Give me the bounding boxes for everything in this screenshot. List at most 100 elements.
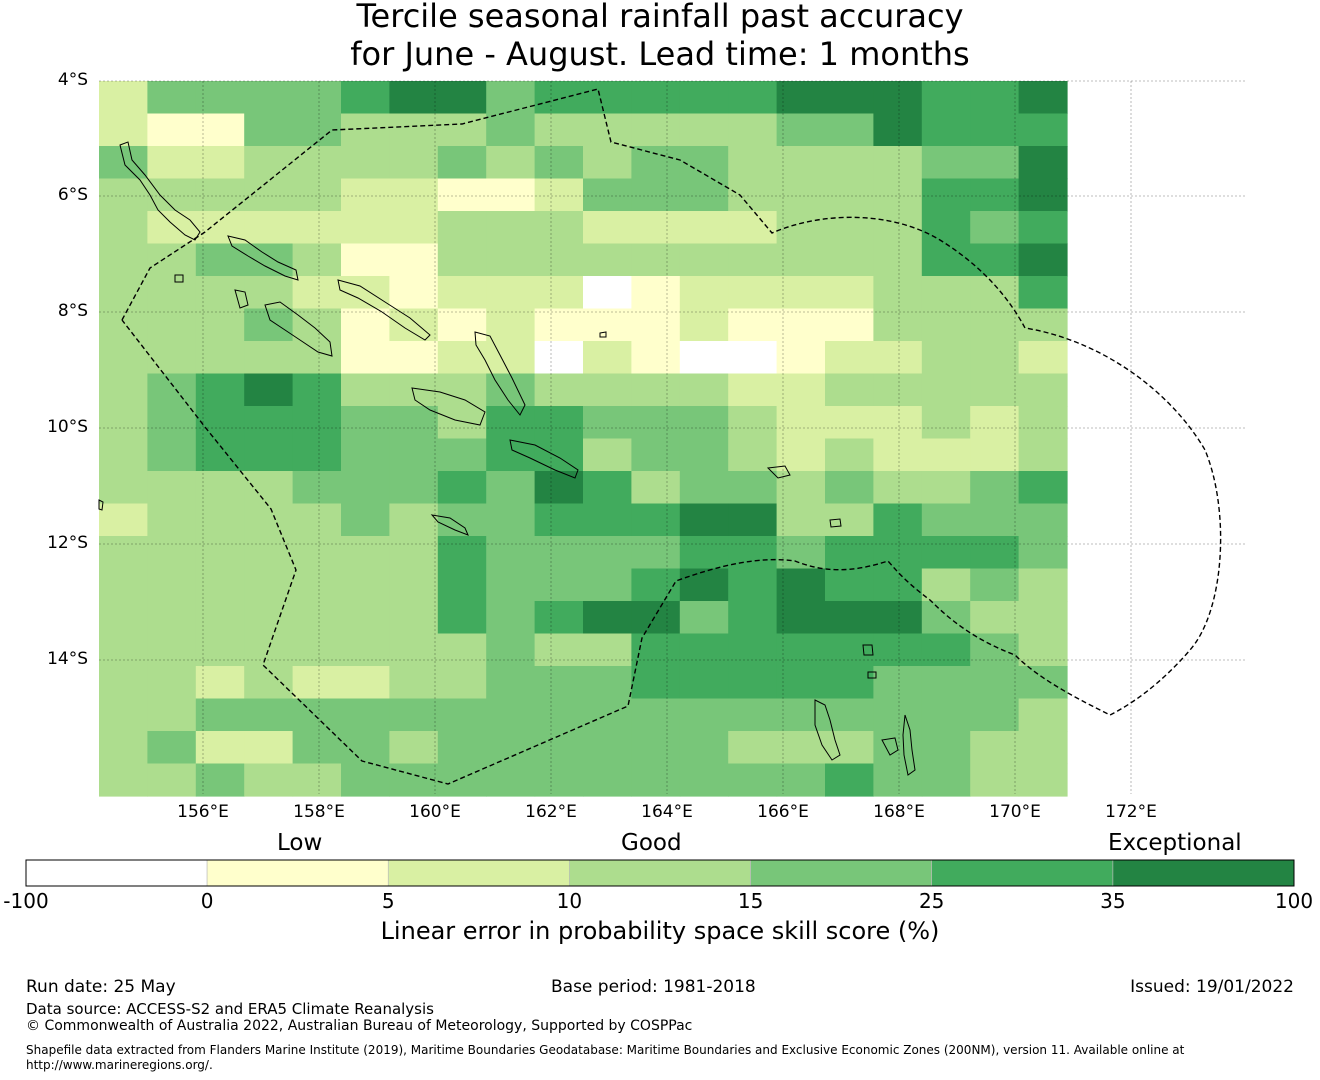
colorbar-tick-label: 15: [737, 889, 764, 913]
grid-cell: [147, 146, 197, 180]
coastline-new-georgia: [264, 301, 333, 357]
grid-cell: [921, 308, 971, 342]
graticule: [99, 80, 1247, 794]
grid-cell: [195, 601, 245, 635]
grid-cell: [99, 211, 148, 245]
grid-cell: [147, 81, 197, 115]
grid-cell: [583, 666, 632, 700]
grid-cell: [970, 276, 1020, 310]
grid-cell: [195, 536, 245, 570]
grid-cell: [583, 568, 632, 602]
coastline-efate: [902, 714, 916, 776]
grid-cell: [389, 81, 439, 115]
grid-cell: [921, 503, 971, 537]
grid-cell: [147, 666, 197, 700]
grid-cell: [341, 731, 390, 765]
grid-cell: [776, 373, 826, 407]
grid-cell: [631, 503, 681, 537]
grid-cell: [921, 113, 971, 147]
grid-cell: [873, 698, 923, 732]
grid-cell: [244, 113, 294, 147]
grid-cell: [292, 633, 342, 667]
grid-cell: [99, 81, 148, 115]
grid-cell: [486, 146, 536, 180]
grid-cell: [873, 308, 923, 342]
coastline-santa-isabel: [337, 279, 431, 341]
grid-cell: [1018, 211, 1068, 245]
coastline-malakula: [881, 737, 899, 756]
grid-cell: [195, 503, 245, 537]
grid-cell: [970, 666, 1020, 700]
grid-cell: [534, 243, 584, 277]
grid-cell: [583, 276, 632, 310]
grid-cell: [1018, 113, 1068, 147]
grid-cell: [1018, 243, 1068, 277]
grid-cell: [437, 763, 487, 797]
grid-cell: [534, 146, 584, 180]
grid-cell: [825, 536, 874, 570]
shapefile-credit: Shapefile data extracted from Flanders M…: [26, 1043, 1185, 1072]
grid-cell: [679, 503, 729, 537]
grid-cell: [1018, 471, 1068, 505]
grid-cell: [970, 698, 1020, 732]
grid-cell: [99, 471, 148, 505]
grid-cell: [873, 146, 923, 180]
grid-cell: [147, 471, 197, 505]
coastline-guadalcanal: [411, 387, 486, 426]
grid-cell: [825, 471, 874, 505]
grid-cell: [1018, 536, 1068, 570]
grid-cell: [970, 731, 1020, 765]
grid-cell: [292, 308, 342, 342]
grid-cell: [679, 763, 729, 797]
grid-cell: [728, 178, 778, 212]
coastline-makira: [509, 439, 579, 479]
grid-cell: [244, 81, 294, 115]
grid-cell: [1018, 731, 1068, 765]
grid-cell: [728, 373, 778, 407]
grid-cell: [776, 633, 826, 667]
grid-cell: [195, 471, 245, 505]
grid-cell: [970, 438, 1020, 472]
grid-cell: [776, 178, 826, 212]
grid-cell: [583, 536, 632, 570]
grid-cell: [292, 438, 342, 472]
grid-cell: [244, 698, 294, 732]
grid-cell: [486, 178, 536, 212]
grid-cell: [825, 211, 874, 245]
grid-cell: [147, 113, 197, 147]
grid-cell: [486, 113, 536, 147]
grid-cell: [679, 698, 729, 732]
grid-cell: [776, 763, 826, 797]
grid-cell: [583, 308, 632, 342]
grid-cell: [825, 146, 874, 180]
grid-cell: [631, 308, 681, 342]
grid-cell: [389, 536, 439, 570]
grid-cell: [437, 276, 487, 310]
copyright: © Commonwealth of Australia 2022, Austra…: [26, 1018, 693, 1034]
grid-cell: [99, 503, 148, 537]
grid-cell: [583, 373, 632, 407]
grid-cell: [679, 536, 729, 570]
grid-cell: [147, 341, 197, 375]
grid-cell: [631, 536, 681, 570]
grid-cell: [873, 633, 923, 667]
grid-cell: [970, 633, 1020, 667]
lat-tick-label: 4°S: [57, 70, 88, 90]
coastline-bougainville: [119, 141, 201, 241]
grid-cell: [631, 438, 681, 472]
grid-cell: [389, 698, 439, 732]
grid-cell: [147, 763, 197, 797]
grid-cell: [437, 698, 487, 732]
grid-cell: [873, 113, 923, 147]
grid-cell: [437, 633, 487, 667]
coastline-banks-islands: [862, 644, 874, 656]
grid-cell: [437, 471, 487, 505]
grid-cell: [970, 568, 1020, 602]
grid-cell: [389, 601, 439, 635]
grid-cell: [970, 763, 1020, 797]
grid-cell: [534, 341, 584, 375]
grid-cell: [341, 341, 390, 375]
grid-cell: [728, 341, 778, 375]
grid-cell: [631, 113, 681, 147]
